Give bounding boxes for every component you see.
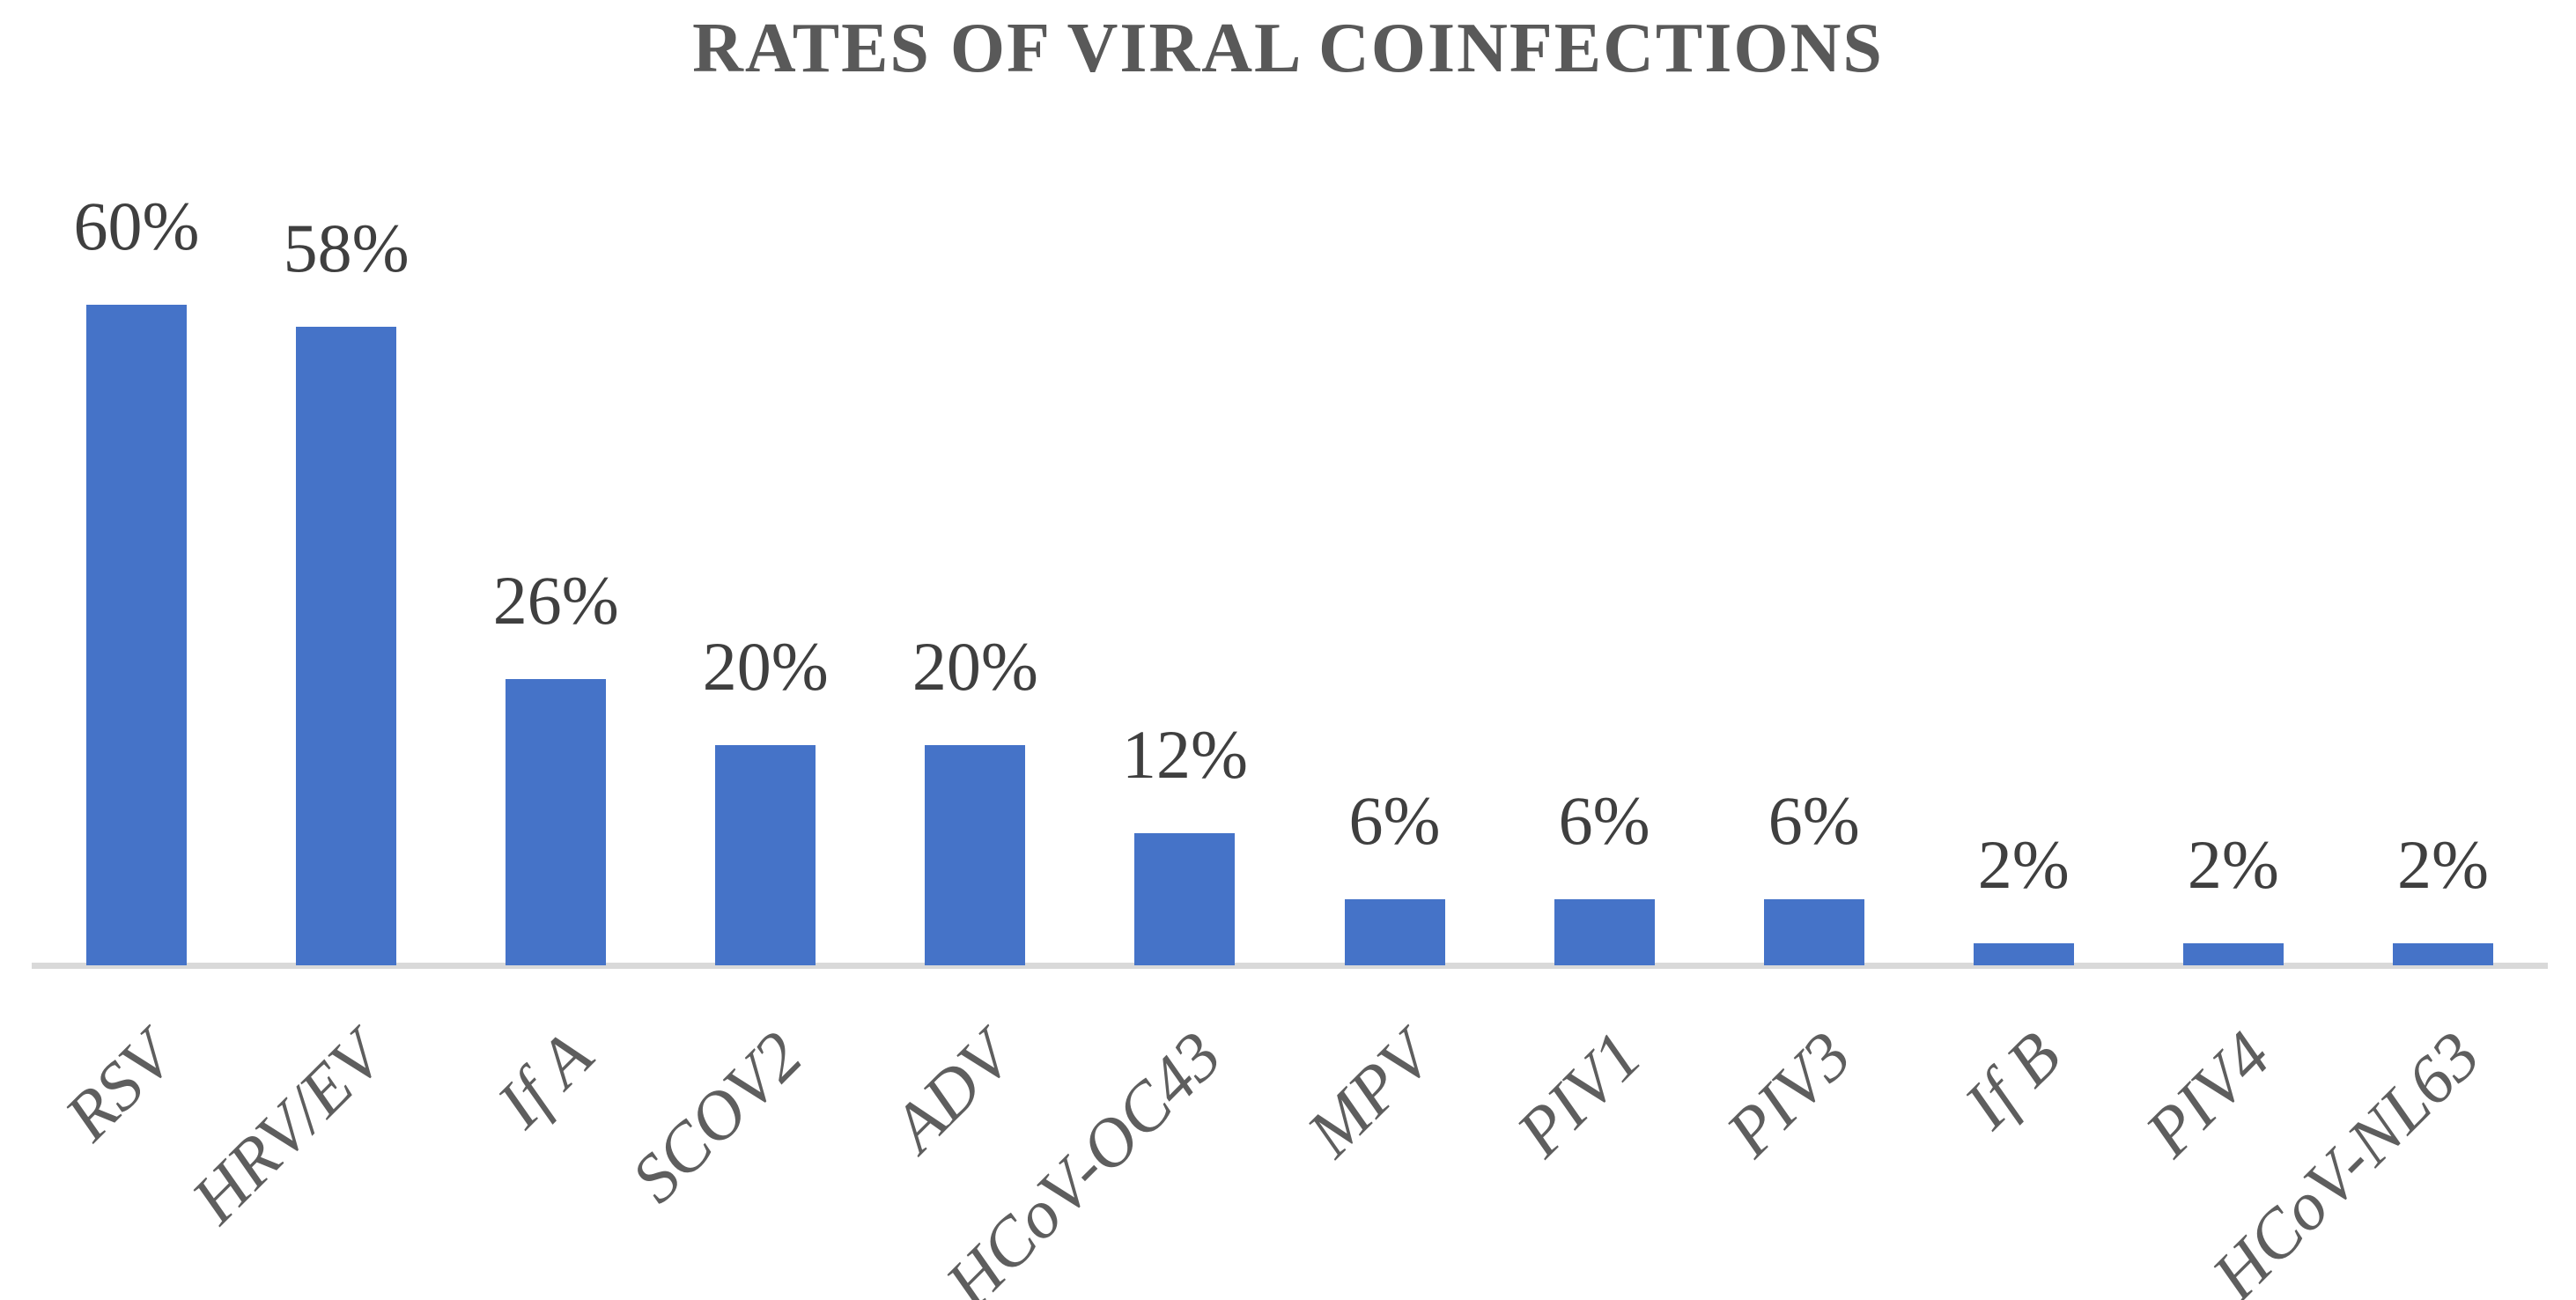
bar-value-label: 20% <box>912 628 1038 705</box>
bar-value-label: 26% <box>492 562 619 639</box>
bar-value-label: 12% <box>1121 716 1248 793</box>
bar-value-label: 2% <box>1977 826 2070 903</box>
x-axis-line <box>32 963 2548 969</box>
bar-value-label: 58% <box>283 210 410 286</box>
bar-value-label: 20% <box>702 628 829 705</box>
bar-HRV/EV <box>296 327 397 965</box>
bar-HCoV-OC43 <box>1134 833 1236 965</box>
bar-value-label: 2% <box>2396 826 2489 903</box>
bar-value-label: 6% <box>1768 782 1860 859</box>
bar-If B <box>1973 943 2074 965</box>
chart-title: RATES OF VIRAL COINFECTIONS <box>692 10 1884 87</box>
bar-PIV3 <box>1763 899 1864 965</box>
bar-value-label: 60% <box>73 188 200 264</box>
bar-value-label: 6% <box>1348 782 1441 859</box>
bar-If A <box>506 679 607 965</box>
bar-HCoV-NL63 <box>2392 943 2493 965</box>
bar-PIV4 <box>2182 943 2284 965</box>
bar-PIV1 <box>1554 899 1655 965</box>
bar-ADV <box>925 745 1026 965</box>
bar-value-label: 6% <box>1558 782 1650 859</box>
bar-SCOV2 <box>715 745 816 965</box>
bar-value-label: 2% <box>2187 826 2279 903</box>
bar-MPV <box>1344 899 1445 965</box>
bar-RSV <box>86 305 188 965</box>
